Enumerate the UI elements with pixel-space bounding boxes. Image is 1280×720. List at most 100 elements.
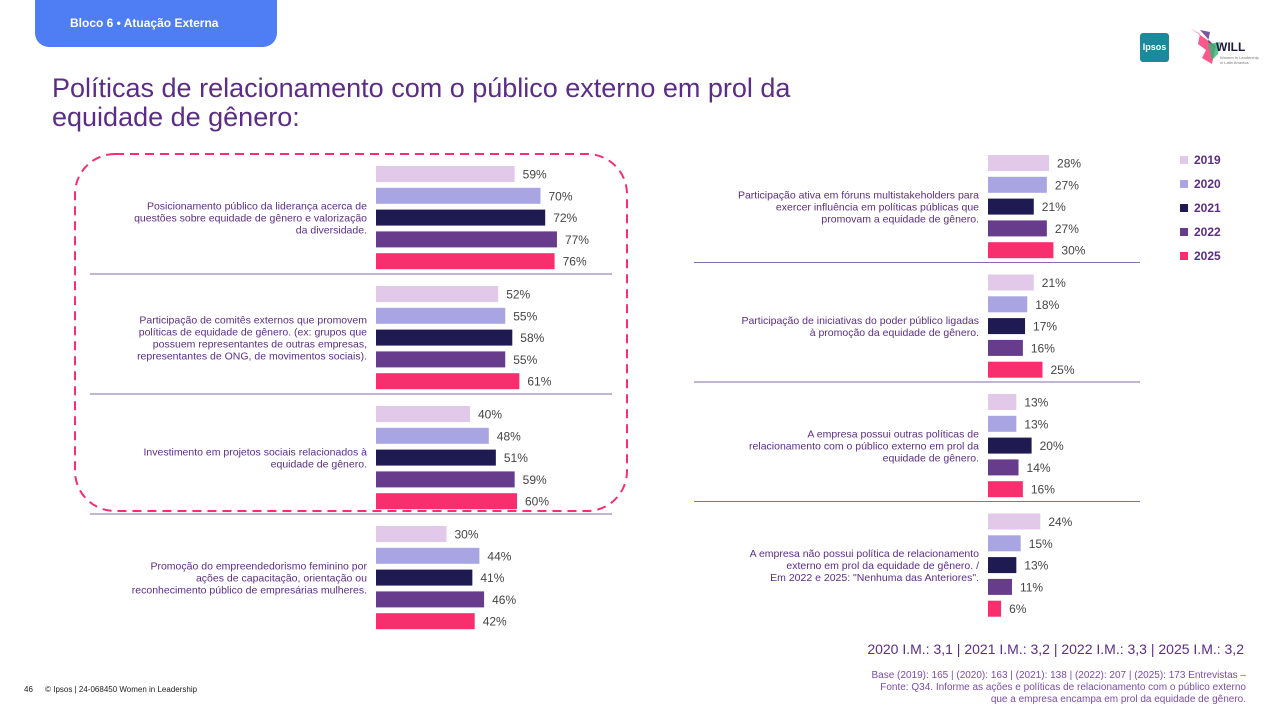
data-label: 21% (1042, 200, 1066, 214)
bar (376, 569, 473, 586)
bar (376, 329, 513, 346)
page-title: Políticas de relacionamento com o públic… (52, 73, 791, 132)
legend-label: 2022 (1194, 225, 1221, 239)
category-label: Em 2022 e 2025: "Nenhuma das Anteriores"… (770, 572, 979, 584)
bar (988, 394, 1017, 410)
bar (988, 155, 1050, 171)
bar (376, 493, 517, 510)
footer: 46 © Ipsos | 24-068450 Women in Leadersh… (24, 685, 207, 694)
bar (988, 339, 1023, 356)
bar (988, 415, 1017, 432)
base-note-line: Base (2019): 165 | (2020): 163 | (2021):… (871, 670, 1246, 681)
category-label: Participação de comitês externos que pro… (139, 315, 367, 327)
legend-item: 2020 (1180, 172, 1221, 196)
category-label: exercer influência em políticas públicas… (776, 202, 979, 214)
bar (988, 318, 1026, 335)
data-label: 76% (563, 255, 587, 269)
data-label: 59% (523, 473, 547, 487)
bar (988, 176, 1047, 193)
footer-copyright: © Ipsos | 24-068450 Women in Leadership (45, 685, 198, 694)
data-label: 13% (1024, 559, 1048, 573)
data-label: 44% (487, 549, 511, 563)
category-label: equidade de gênero. (883, 453, 979, 465)
data-label: 46% (492, 593, 516, 607)
data-label: 20% (1040, 439, 1064, 453)
category-label: Posicionamento público da liderança acer… (147, 201, 367, 213)
data-label: 17% (1033, 320, 1057, 334)
category-label: externo em prol da equidade de gênero. / (786, 560, 979, 572)
bar (376, 286, 499, 302)
bar (988, 296, 1028, 313)
data-label: 30% (455, 528, 479, 542)
data-label: 42% (483, 615, 507, 629)
will-logo-subtitle: Women in Leadership in Latin America (1220, 55, 1259, 65)
bar (376, 591, 485, 608)
data-label: 61% (527, 375, 551, 389)
category-label: políticas de equidade de gênero. (ex: gr… (139, 327, 367, 339)
category-label: questões sobre equidade de gênero e valo… (134, 213, 367, 225)
base-note: Base (2019): 165 | (2020): 163 | (2021):… (740, 670, 1246, 706)
data-label: 55% (513, 353, 537, 367)
legend-item: 2021 (1180, 196, 1221, 220)
bar (376, 253, 555, 270)
data-label: 59% (523, 168, 547, 182)
bar (376, 231, 557, 248)
legend-item: 2025 (1180, 244, 1221, 268)
bar (988, 600, 1002, 617)
base-note-line: que a empresa encampa em prol da equidad… (990, 694, 1246, 705)
data-label: 60% (525, 495, 549, 509)
data-label: 40% (478, 408, 502, 422)
data-label: 58% (520, 331, 544, 345)
data-label: 30% (1061, 244, 1085, 258)
chart-legend: 2019 2020 2021 2022 2025 (1180, 148, 1221, 268)
category-label: Participação de iniciativas do poder púb… (741, 315, 979, 327)
bar (376, 406, 470, 422)
data-label: 16% (1031, 483, 1055, 497)
bar (988, 361, 1043, 378)
legend-swatch (1180, 204, 1188, 212)
legend-item: 2022 (1180, 220, 1221, 244)
bar (376, 526, 447, 542)
legend-swatch (1180, 228, 1188, 236)
category-label: equidade de gênero. (271, 459, 367, 471)
category-label: Participação ativa em fóruns multistakeh… (738, 190, 979, 202)
bar (376, 449, 496, 466)
category-label: Promoção do empreendedorismo feminino po… (150, 561, 367, 573)
data-label: 41% (480, 571, 504, 585)
bar (988, 578, 1012, 595)
data-label: 27% (1055, 222, 1079, 236)
bar (376, 373, 520, 390)
data-label: 24% (1048, 515, 1072, 529)
will-logo-icon (1190, 28, 1220, 64)
category-label: relacionamento com o público externo em … (749, 441, 979, 453)
highlight-box (74, 153, 628, 512)
data-label: 13% (1024, 396, 1048, 410)
legend-item: 2019 (1180, 148, 1221, 172)
data-label: 14% (1027, 461, 1051, 475)
legend-swatch (1180, 156, 1188, 164)
data-label: 52% (506, 288, 530, 302)
bar (988, 557, 1017, 574)
data-label: 13% (1024, 417, 1048, 431)
bar (376, 613, 475, 630)
legend-label: 2021 (1194, 201, 1221, 215)
bar (988, 481, 1023, 498)
bar (988, 274, 1034, 291)
legend-label: 2025 (1194, 249, 1221, 263)
category-label: promovam a equidade de gênero. (821, 214, 979, 226)
bar (376, 166, 515, 182)
category-label: à promoção da equidade de gênero. (810, 327, 979, 339)
category-label: Investimento em projetos sociais relacio… (143, 447, 367, 459)
mean-index-line: 2020 I.M.: 3,1 | 2021 I.M.: 3,2 | 2022 I… (867, 641, 1244, 657)
category-label: representantes de ONG, de movimentos soc… (137, 351, 367, 363)
data-label: 11% (1020, 580, 1043, 594)
bar (376, 471, 515, 488)
bar (988, 437, 1032, 454)
bar (988, 513, 1041, 530)
category-label: da diversidade. (296, 225, 367, 237)
data-label: 51% (504, 451, 528, 465)
bar (988, 242, 1054, 259)
bar (376, 427, 489, 444)
base-note-line: Fonte: Q34. Informe as ações e políticas… (880, 682, 1246, 693)
